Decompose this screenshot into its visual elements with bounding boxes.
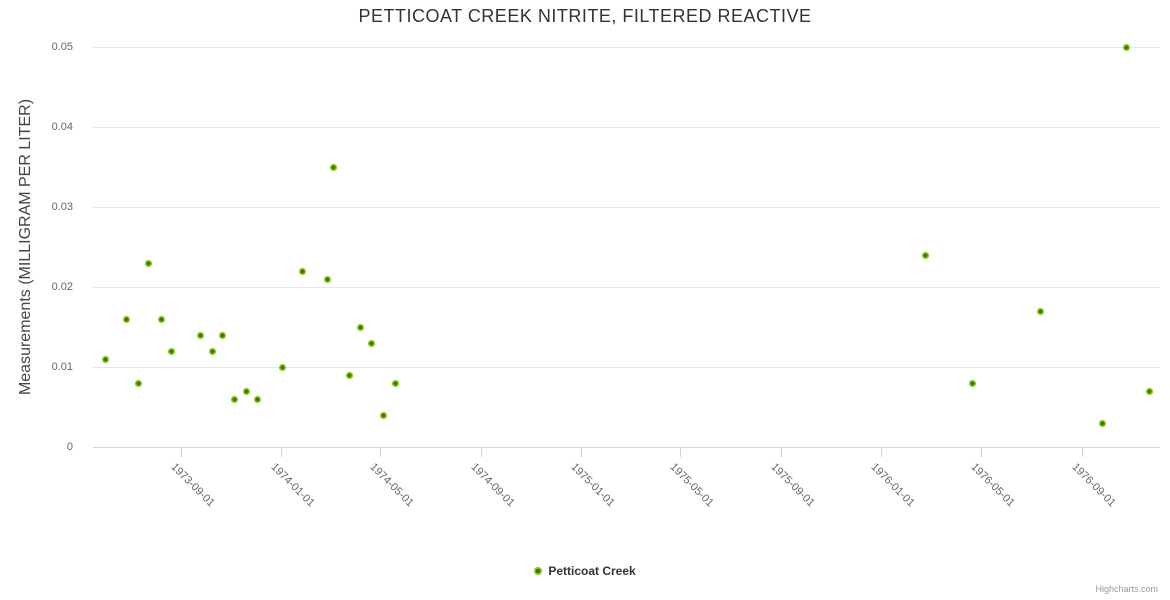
data-point[interactable] [219,331,227,339]
data-point[interactable] [134,379,142,387]
data-point[interactable] [345,371,353,379]
x-axis-tick [380,447,381,457]
y-axis-tick-label: 0.01 [51,361,73,373]
data-point[interactable] [368,339,376,347]
data-point[interactable] [379,411,387,419]
data-point[interactable] [357,323,365,331]
x-axis-tick-label: 1973-09-01 [168,461,217,510]
y-gridline [93,127,1160,128]
data-point[interactable] [1122,43,1130,51]
x-axis-tick-label: 1976-05-01 [968,461,1017,510]
chart-title: PETTICOAT CREEK NITRITE, FILTERED REACTI… [358,6,812,26]
data-point[interactable] [969,379,977,387]
data-point[interactable] [168,347,176,355]
y-axis-title: Measurements (MILLIGRAM PER LITER) [17,98,34,396]
x-axis-tick-label: 1974-01-01 [268,461,317,510]
data-point[interactable] [278,363,286,371]
x-axis-tick [1082,447,1083,457]
legend-item-petticoat-creek[interactable]: Petticoat Creek [0,562,1170,580]
y-axis-tick-label: 0.03 [51,201,73,213]
data-point[interactable] [329,163,337,171]
x-axis-tick-label: 1975-01-01 [568,461,617,510]
data-point[interactable] [1145,387,1153,395]
y-axis-tick-label: 0.04 [51,121,73,133]
legend-label: Petticoat Creek [548,564,636,578]
data-point[interactable] [299,267,307,275]
x-axis-tick [481,447,482,457]
data-point[interactable] [197,331,205,339]
data-point[interactable] [208,347,216,355]
y-axis-tick-label: 0 [66,441,73,453]
x-axis-tick [781,447,782,457]
x-axis-tick [281,447,282,457]
x-axis-tick [581,447,582,457]
y-gridline [93,367,1160,368]
data-point[interactable] [1098,419,1106,427]
data-point[interactable] [101,355,109,363]
x-axis-tick-label: 1974-05-01 [367,461,416,510]
x-axis-tick-label: 1974-09-01 [468,461,517,510]
y-axis-tick-label: 0.05 [51,41,73,53]
x-axis-tick-label: 1975-05-01 [667,461,716,510]
x-axis-tick [981,447,982,457]
x-axis-tick-label: 1976-09-01 [1069,461,1118,510]
highcharts-credit-link[interactable]: Highcharts.com [1095,584,1158,594]
data-point[interactable] [392,379,399,387]
data-point[interactable] [230,395,238,403]
x-axis-tick-label: 1975-09-01 [768,461,817,510]
data-point[interactable] [323,275,331,283]
data-point[interactable] [123,315,131,323]
data-point[interactable] [243,387,251,395]
x-axis-tick [881,447,882,457]
x-axis-line [93,447,1160,448]
data-point[interactable] [157,315,165,323]
y-gridline [93,47,1160,48]
x-axis-tick [680,447,681,457]
data-point[interactable] [253,395,261,403]
x-axis-tick [181,447,182,457]
y-axis-tick-label: 0.02 [51,281,73,293]
y-gridline [93,287,1160,288]
data-point[interactable] [145,259,153,267]
legend-marker-icon [534,567,543,575]
x-axis-tick-label: 1976-01-01 [868,461,917,510]
data-point[interactable] [1037,307,1045,315]
data-point[interactable] [922,251,930,259]
y-gridline [93,207,1160,208]
